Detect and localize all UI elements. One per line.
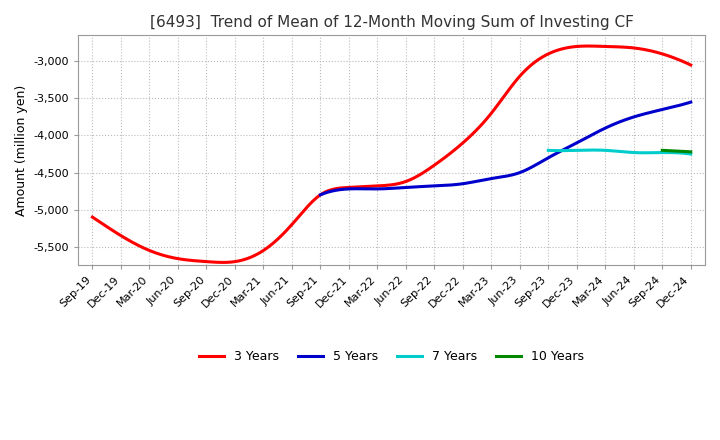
3 Years bbox=[446, 150, 455, 156]
7 Years bbox=[544, 148, 553, 153]
10 Years bbox=[686, 149, 695, 154]
7 Years bbox=[631, 150, 640, 155]
3 Years bbox=[686, 62, 695, 68]
7 Years bbox=[629, 150, 638, 155]
Line: 5 Years: 5 Years bbox=[320, 102, 690, 195]
Line: 7 Years: 7 Years bbox=[549, 150, 690, 154]
5 Years bbox=[629, 115, 637, 120]
7 Years bbox=[686, 151, 695, 157]
5 Years bbox=[318, 192, 326, 197]
7 Years bbox=[674, 150, 683, 155]
5 Years bbox=[652, 108, 660, 114]
Title: [6493]  Trend of Mean of 12-Month Moving Sum of Investing CF: [6493] Trend of Mean of 12-Month Moving … bbox=[150, 15, 634, 30]
7 Years bbox=[544, 148, 553, 153]
5 Years bbox=[686, 99, 695, 105]
Y-axis label: Amount (million yen): Amount (million yen) bbox=[15, 85, 28, 216]
10 Years bbox=[658, 148, 667, 153]
5 Years bbox=[543, 156, 552, 161]
5 Years bbox=[535, 160, 544, 165]
3 Years bbox=[634, 46, 643, 51]
3 Years bbox=[596, 44, 605, 49]
3 Years bbox=[88, 214, 96, 220]
7 Years bbox=[589, 147, 598, 153]
Legend: 3 Years, 5 Years, 7 Years, 10 Years: 3 Years, 5 Years, 7 Years, 10 Years bbox=[194, 345, 589, 368]
3 Years bbox=[444, 152, 453, 157]
Line: 10 Years: 10 Years bbox=[662, 150, 690, 152]
5 Years bbox=[536, 159, 545, 165]
7 Years bbox=[665, 150, 673, 155]
3 Years bbox=[456, 142, 465, 147]
3 Years bbox=[585, 44, 593, 49]
Line: 3 Years: 3 Years bbox=[92, 46, 690, 262]
7 Years bbox=[629, 150, 637, 155]
3 Years bbox=[218, 260, 227, 265]
3 Years bbox=[90, 216, 99, 221]
5 Years bbox=[316, 192, 325, 198]
